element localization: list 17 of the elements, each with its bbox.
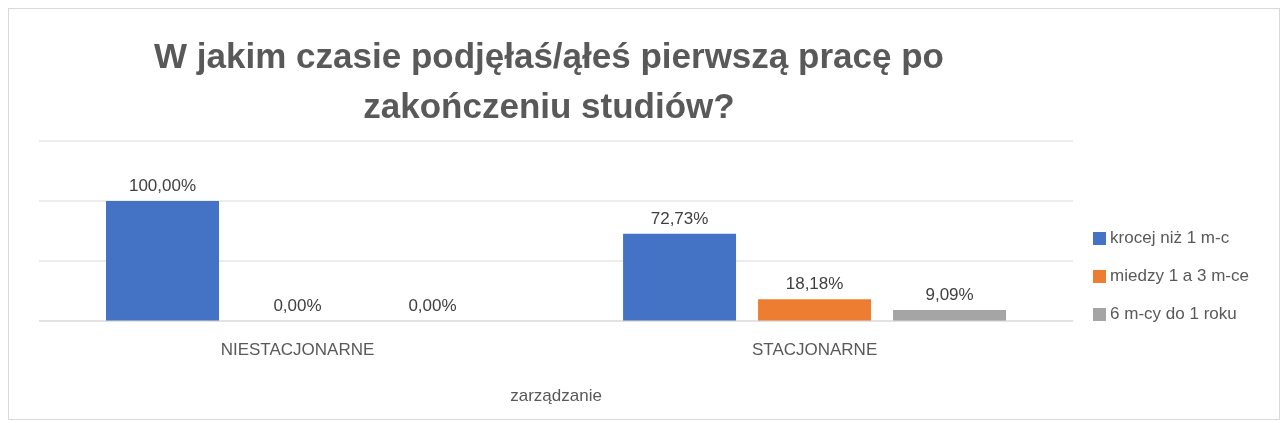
bar xyxy=(758,299,872,321)
bar xyxy=(893,310,1007,321)
legend-label: miedzy 1 a 3 m-ce xyxy=(1110,266,1249,285)
data-label: 72,73% xyxy=(650,208,709,228)
x-axis-title: zarządzanie xyxy=(510,386,602,405)
data-label: 18,18% xyxy=(785,274,844,294)
data-label: 100,00% xyxy=(128,176,197,195)
x-tick-label: NIESTACJONARNE xyxy=(220,340,375,360)
data-label: 9,09% xyxy=(925,285,974,305)
data-label: 0,00% xyxy=(408,295,457,315)
legend-label: krocej niż 1 m-c xyxy=(1110,228,1230,247)
legend-label: 6 m-cy do 1 roku xyxy=(1110,304,1237,323)
chart-title: W jakim czasie podjęłaś/ąłeś pierwszą pracę po zakończeniu studiów? xyxy=(153,35,945,127)
bar xyxy=(106,201,219,321)
bar xyxy=(623,233,737,321)
data-label: 0,00% xyxy=(273,295,322,315)
x-tick-label: STACJONARNE xyxy=(751,340,878,360)
